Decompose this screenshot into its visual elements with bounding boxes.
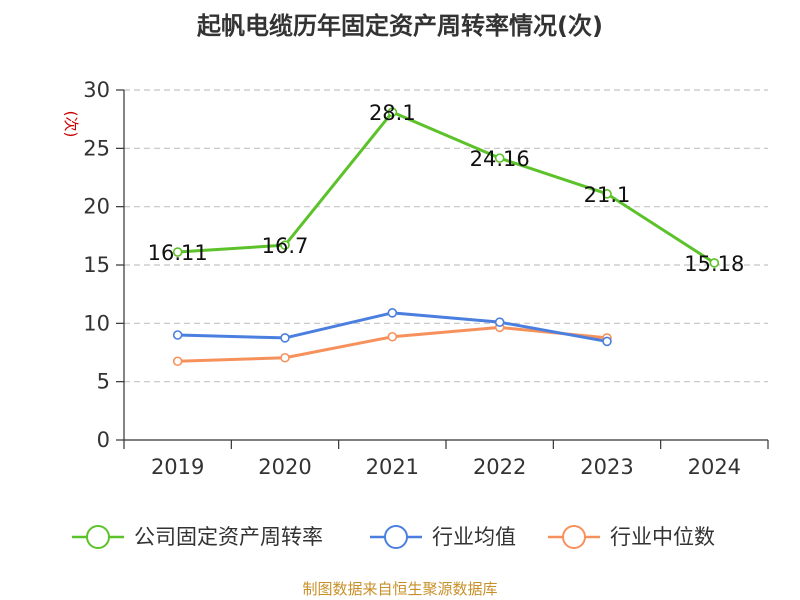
x-tick-label: 2021 bbox=[366, 455, 419, 479]
data-point bbox=[709, 258, 720, 268]
data-label: 21.1 bbox=[584, 183, 631, 207]
legend-label: 行业均值 bbox=[432, 525, 516, 549]
data-point bbox=[387, 107, 398, 117]
axes: 0 5 10 15 20 25 30 2019 2020 2021 2022 2023 2024 bbox=[83, 78, 769, 479]
data-label: 15.18 bbox=[684, 252, 744, 276]
legend-item[interactable]: 行业均值 bbox=[370, 525, 516, 549]
y-tick-label: 15 bbox=[83, 253, 110, 277]
legend-item[interactable]: 公司固定资产周转率 bbox=[72, 525, 323, 549]
legend-marker bbox=[86, 525, 110, 549]
legend-marker bbox=[562, 525, 586, 549]
y-tick-label: 25 bbox=[83, 136, 110, 160]
x-tick-label: 2020 bbox=[258, 455, 311, 479]
source-note: 制图数据来自恒生聚源数据库 bbox=[302, 580, 497, 598]
data-point bbox=[280, 352, 290, 363]
data-label: 16.7 bbox=[262, 234, 309, 258]
data-label: 24.16 bbox=[470, 147, 530, 171]
data-point bbox=[280, 333, 290, 343]
chart-title: 起帆电缆历年固定资产周转率情况(次) bbox=[196, 12, 603, 40]
series-line bbox=[177, 110, 716, 265]
y-tick-label: 10 bbox=[83, 311, 110, 335]
data-label: 16.11 bbox=[148, 241, 208, 265]
data-label: 28.1 bbox=[369, 101, 416, 125]
x-tick-label: 2022 bbox=[473, 455, 526, 479]
y-axis-label: (次) bbox=[62, 111, 80, 138]
legend-item[interactable]: 行业中位数 bbox=[548, 525, 715, 549]
legend[interactable]: 公司固定资产周转率 行业均值 行业中位数 bbox=[72, 525, 715, 549]
data-point bbox=[602, 189, 612, 199]
data-point bbox=[494, 153, 505, 163]
legend-label: 行业中位数 bbox=[610, 525, 715, 549]
legend-label: 公司固定资产周转率 bbox=[134, 525, 323, 549]
x-tick-label: 2023 bbox=[580, 455, 633, 479]
gridlines bbox=[124, 89, 768, 383]
x-tick-label: 2019 bbox=[151, 455, 204, 479]
data-point bbox=[172, 247, 183, 257]
y-tick-label: 30 bbox=[83, 78, 110, 102]
x-tick-label: 2024 bbox=[688, 455, 741, 479]
y-tick-label: 0 bbox=[97, 428, 110, 452]
data-labels: 16.11 16.7 28.1 24.16 21.1 15.18 bbox=[148, 101, 745, 276]
series-group bbox=[172, 107, 720, 367]
legend-marker bbox=[384, 525, 408, 549]
data-point bbox=[387, 331, 398, 342]
y-tick-label: 20 bbox=[83, 195, 110, 219]
data-point bbox=[602, 336, 612, 347]
y-tick-label: 5 bbox=[97, 370, 110, 394]
data-point bbox=[494, 317, 505, 327]
data-point bbox=[387, 308, 398, 318]
data-point bbox=[172, 356, 183, 367]
data-point bbox=[172, 330, 183, 340]
data-point bbox=[280, 240, 290, 250]
